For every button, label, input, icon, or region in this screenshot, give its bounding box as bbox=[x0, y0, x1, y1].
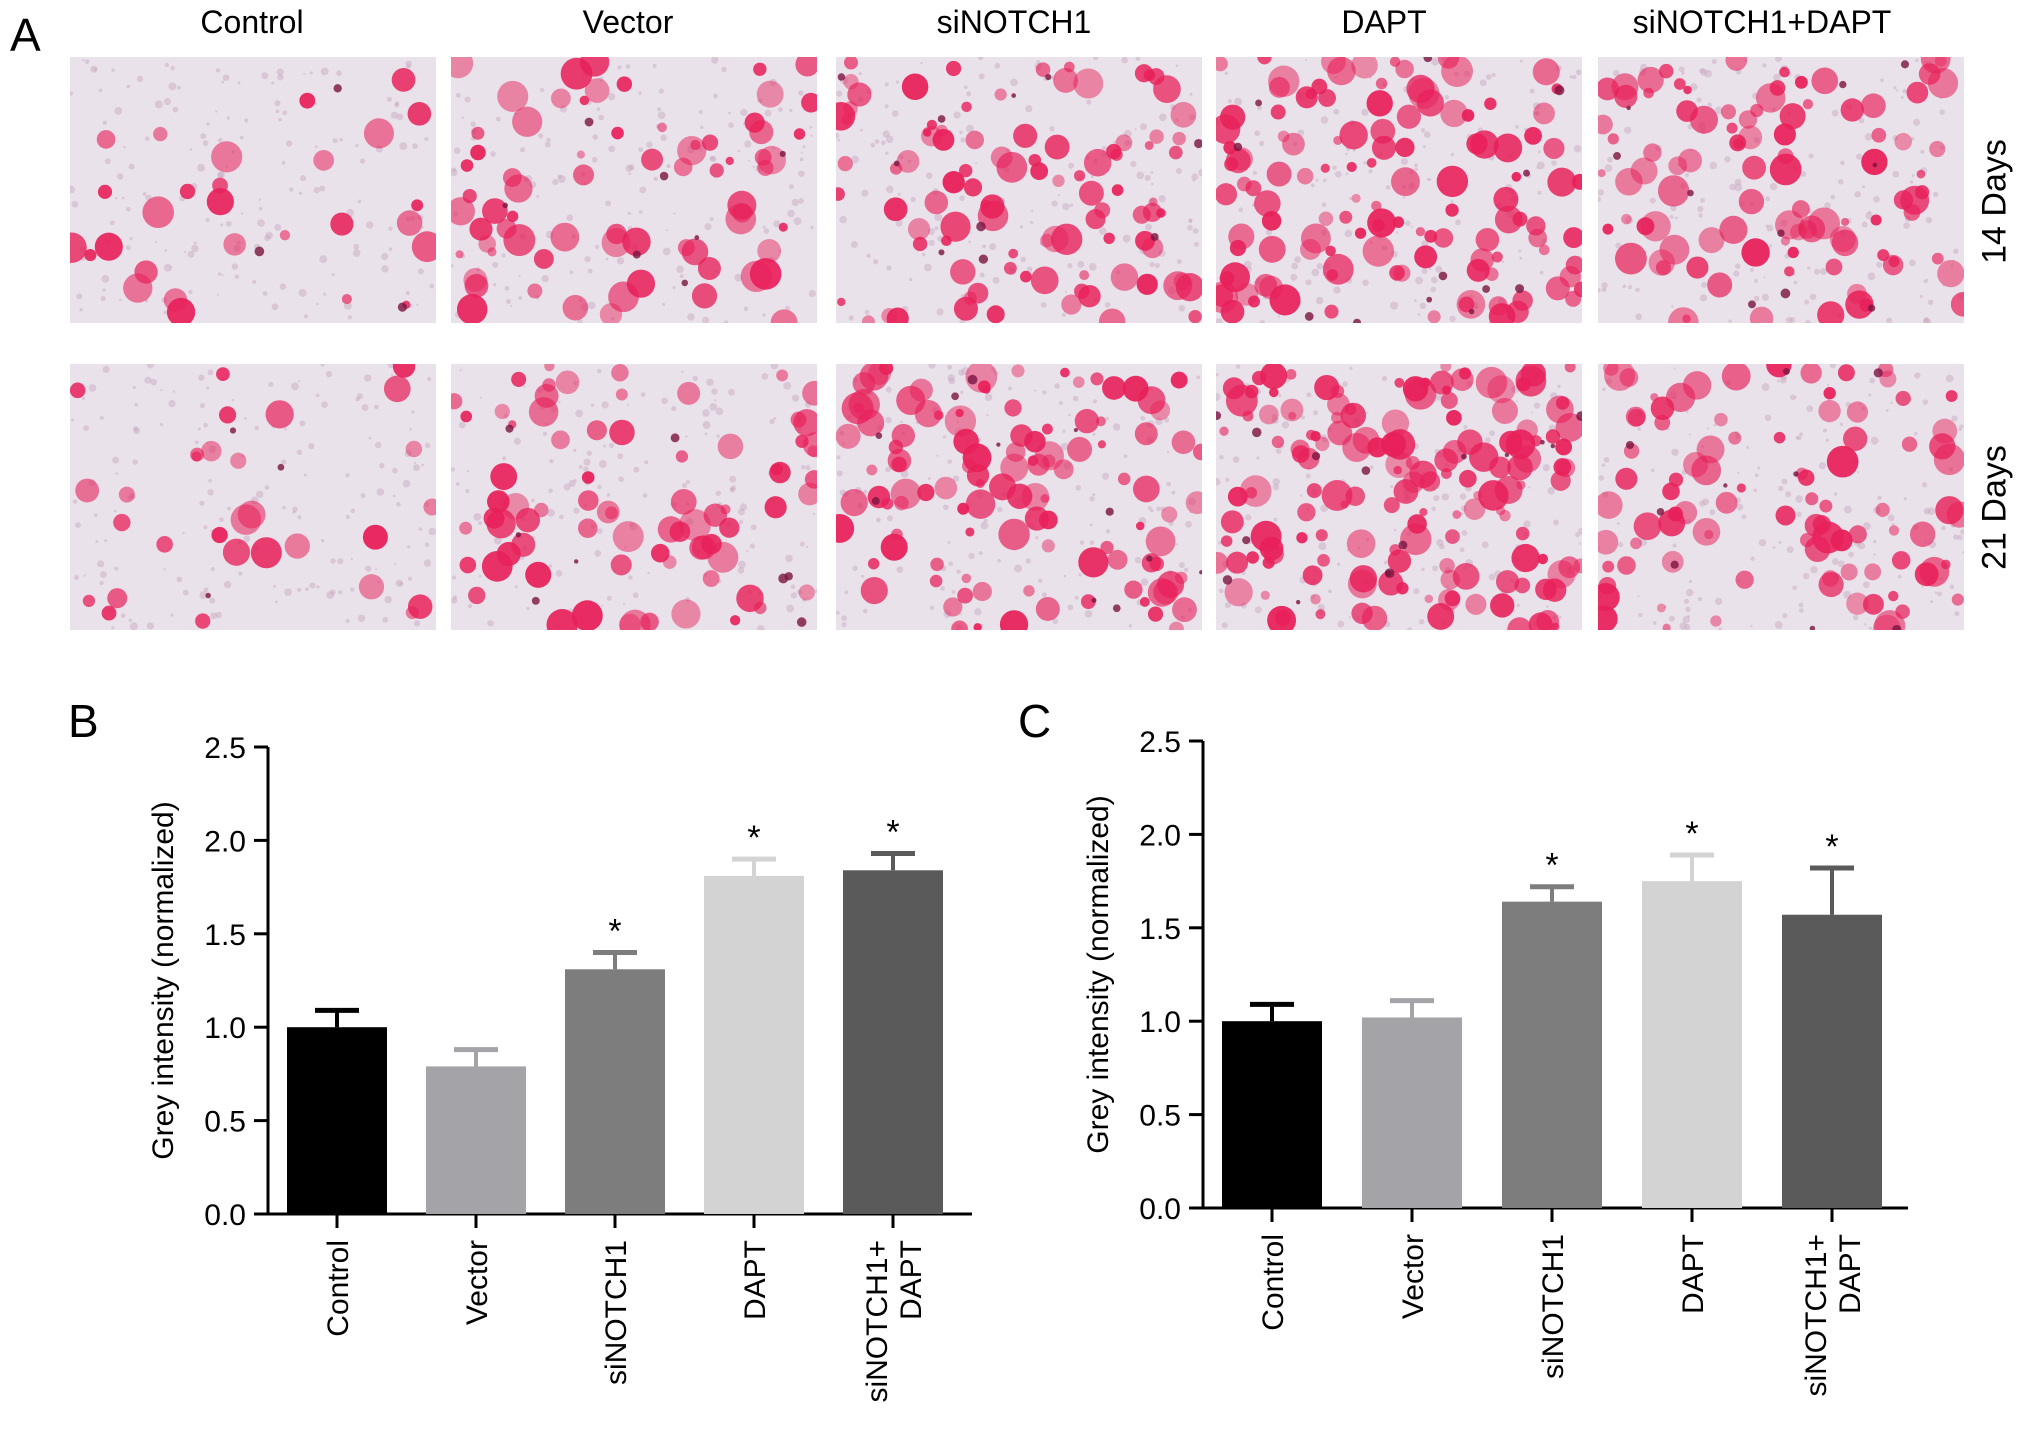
column-label-control: Control bbox=[200, 4, 304, 40]
chart-c-x-tick-label-1: Vector bbox=[1397, 1234, 1430, 1319]
chart-c-y-tick-label-3: 1.5 bbox=[1139, 913, 1181, 946]
chart-c-x-tick-label-4: siNOTCH1+DAPT bbox=[1800, 1234, 1867, 1397]
chart-c-y-tick-label-1: 0.5 bbox=[1139, 1100, 1181, 1133]
bar-chart-b: 0.0 0.5 1.0 1.5 2.0 2.5 Grey intensity (normal… bbox=[147, 732, 972, 1403]
chart-b-y-tick-label-4: 2.0 bbox=[204, 825, 246, 858]
row-label-21-days: 21 Days bbox=[1975, 445, 2014, 570]
chart-b-bar-1 bbox=[426, 1066, 526, 1214]
chart-c-x-tick-label-3: DAPT bbox=[1677, 1234, 1710, 1314]
chart-b-y-tick-label-5: 2.5 bbox=[204, 732, 246, 765]
chart-c-bar-1 bbox=[1362, 1017, 1462, 1208]
column-label-dapt: DAPT bbox=[1341, 4, 1427, 40]
micrograph-21d-col2 bbox=[451, 364, 817, 630]
chart-c-y-tick-label-0: 0.0 bbox=[1139, 1193, 1181, 1226]
bar-chart-c: 0.0 0.5 1.0 1.5 2.0 2.5 Grey intensity (normal… bbox=[1082, 726, 1908, 1397]
chart-b-y-tick-label-3: 1.5 bbox=[204, 919, 246, 952]
chart-c-bar-4 bbox=[1782, 914, 1882, 1208]
micrograph-21d-col4 bbox=[1216, 364, 1582, 630]
chart-b-y-tick-label-2: 1.0 bbox=[204, 1012, 246, 1045]
chart-c-significance-4: * bbox=[1825, 828, 1838, 866]
panel-c-letter: C bbox=[1018, 695, 1052, 747]
chart-b-bar-2 bbox=[565, 969, 665, 1214]
chart-c-y-tick-label-5: 2.5 bbox=[1139, 726, 1181, 759]
micrograph-14d-col4 bbox=[1216, 57, 1582, 323]
chart-c-x-tick-label-2: siNOTCH1 bbox=[1537, 1234, 1570, 1379]
chart-b-y-axis-label: Grey intensity (normalized) bbox=[147, 801, 180, 1159]
chart-b-bar-0 bbox=[287, 1027, 387, 1214]
chart-c-bar-3 bbox=[1642, 881, 1742, 1208]
column-label-sinotch1: siNOTCH1 bbox=[936, 4, 1092, 40]
chart-c-x-tick-label-0: Control bbox=[1257, 1234, 1290, 1331]
chart-c-y-axis-label: Grey intensity (normalized) bbox=[1082, 795, 1115, 1153]
column-label-sinotch1-dapt: siNOTCH1+DAPT bbox=[1632, 4, 1892, 40]
chart-b-significance-4: * bbox=[886, 813, 899, 851]
chart-c-significance-2: * bbox=[1545, 847, 1558, 885]
chart-b-y-tick-label-0: 0.0 bbox=[204, 1199, 246, 1232]
micrograph-21d-col5 bbox=[1598, 364, 1964, 630]
chart-c-y-tick-label-4: 2.0 bbox=[1139, 819, 1181, 852]
panel-b-letter: B bbox=[68, 695, 99, 747]
chart-b-y-tick-label-1: 0.5 bbox=[204, 1106, 246, 1139]
chart-b-significance-2: * bbox=[608, 912, 621, 950]
chart-b-bar-3 bbox=[704, 875, 804, 1214]
micrograph-14d-col5 bbox=[1598, 57, 1964, 323]
chart-b-x-tick-label-4: siNOTCH1+DAPT bbox=[861, 1240, 928, 1403]
chart-c-significance-3: * bbox=[1685, 815, 1698, 853]
chart-b-x-tick-label-3: DAPT bbox=[739, 1240, 772, 1320]
chart-c-bar-0 bbox=[1222, 1021, 1322, 1208]
micrograph-21d-col1 bbox=[70, 364, 436, 630]
panel-a-letter: A bbox=[10, 9, 41, 61]
micrograph-14d-col3 bbox=[836, 57, 1202, 323]
micrograph-14d-col2 bbox=[451, 57, 817, 323]
chart-b-significance-3: * bbox=[747, 819, 760, 857]
chart-c-y-tick-label-2: 1.0 bbox=[1139, 1006, 1181, 1039]
micrograph-21d-col3 bbox=[836, 364, 1202, 630]
column-label-vector: Vector bbox=[582, 4, 674, 40]
chart-b-x-tick-label-2: siNOTCH1 bbox=[600, 1240, 633, 1385]
chart-c-bar-2 bbox=[1502, 901, 1602, 1208]
row-label-14-days: 14 Days bbox=[1975, 139, 2014, 264]
chart-b-x-tick-label-1: Vector bbox=[461, 1240, 494, 1325]
chart-b-x-tick-label-0: Control bbox=[322, 1240, 355, 1337]
micrograph-14d-col1 bbox=[70, 57, 436, 323]
chart-b-bar-4 bbox=[843, 870, 943, 1214]
